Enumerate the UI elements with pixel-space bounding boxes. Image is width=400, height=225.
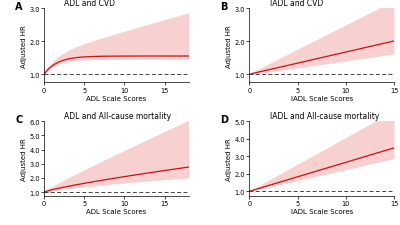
Y-axis label: Adjusted HR: Adjusted HR: [226, 137, 232, 180]
Text: IADL and All-cause mortality: IADL and All-cause mortality: [270, 111, 379, 120]
X-axis label: ADL Scale Scores: ADL Scale Scores: [86, 95, 146, 101]
Text: IADL and CVD: IADL and CVD: [270, 0, 323, 7]
Y-axis label: Adjusted HR: Adjusted HR: [21, 25, 27, 67]
Text: C: C: [15, 114, 22, 124]
Text: D: D: [220, 114, 228, 124]
Text: ADL and CVD: ADL and CVD: [64, 0, 115, 7]
Text: B: B: [220, 2, 228, 11]
X-axis label: IADL Scale Scores: IADL Scale Scores: [290, 208, 353, 214]
Y-axis label: Adjusted HR: Adjusted HR: [21, 137, 27, 180]
X-axis label: ADL Scale Scores: ADL Scale Scores: [86, 208, 146, 214]
Text: A: A: [15, 2, 22, 11]
Y-axis label: Adjusted HR: Adjusted HR: [226, 25, 232, 67]
X-axis label: IADL Scale Scores: IADL Scale Scores: [290, 95, 353, 101]
Text: ADL and All-cause mortality: ADL and All-cause mortality: [64, 111, 171, 120]
